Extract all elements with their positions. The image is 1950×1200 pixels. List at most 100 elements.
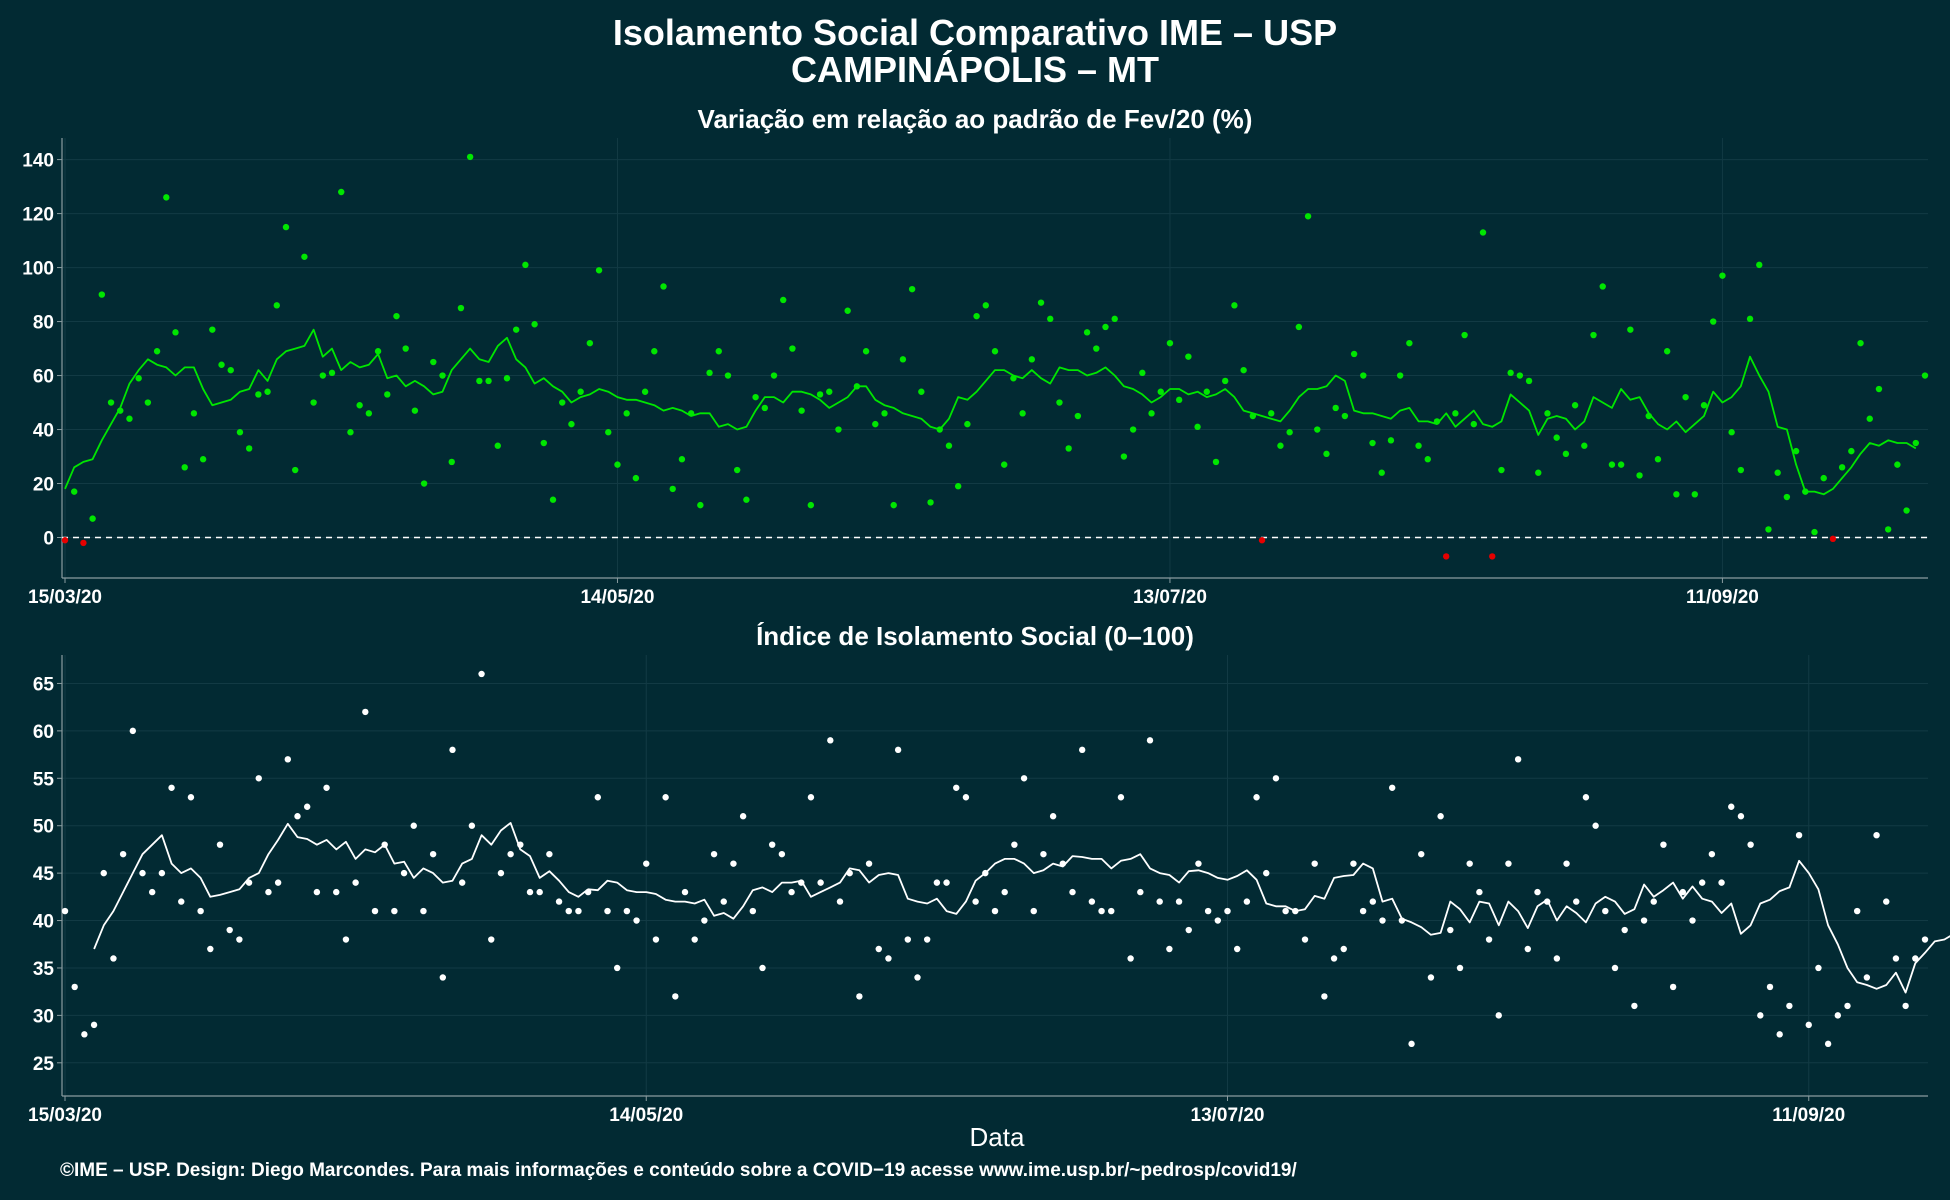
- data-point: [743, 496, 750, 503]
- data-point: [565, 907, 572, 915]
- data-point: [384, 391, 391, 398]
- data-point: [98, 291, 106, 298]
- data-point: [402, 345, 409, 352]
- data-point: [526, 888, 534, 896]
- data-point: [507, 850, 514, 858]
- data-point: [1757, 1012, 1764, 1019]
- moving-average-line: [93, 822, 1950, 994]
- data-point: [1378, 469, 1385, 476]
- data-point: [807, 501, 815, 509]
- data-point: [1602, 907, 1609, 915]
- data-point: [555, 898, 563, 905]
- data-point: [1673, 491, 1680, 498]
- data-point: [1127, 955, 1134, 962]
- data-point: [90, 1021, 98, 1029]
- data-point: [595, 267, 603, 274]
- data-point: [1040, 850, 1047, 858]
- data-point: [1679, 888, 1687, 896]
- data-point: [1295, 323, 1303, 331]
- data-point: [1146, 737, 1154, 744]
- data-point: [1221, 377, 1229, 385]
- data-point: [100, 869, 107, 877]
- data-point: [226, 926, 233, 934]
- data-point: [1387, 437, 1395, 444]
- x-tick-label: 14/05/20: [580, 587, 654, 608]
- data-point: [1286, 429, 1293, 436]
- data-point: [923, 936, 931, 943]
- data-point: [846, 869, 853, 877]
- data-point: [1489, 553, 1496, 560]
- data-point: [1611, 964, 1619, 972]
- data-point: [1544, 410, 1551, 417]
- data-point: [584, 888, 592, 896]
- data-point: [856, 993, 863, 1000]
- data-point: [126, 415, 133, 422]
- data-point: [991, 907, 999, 915]
- data-point: [107, 399, 115, 406]
- data-point: [178, 898, 185, 905]
- data-point: [303, 803, 311, 810]
- data-point: [328, 369, 336, 377]
- data-point: [148, 888, 156, 896]
- data-point: [1786, 1002, 1793, 1010]
- data-point: [1388, 784, 1396, 791]
- data-point: [1608, 461, 1616, 468]
- data-point: [1829, 535, 1837, 543]
- data-point: [706, 369, 713, 377]
- data-point: [1660, 841, 1667, 848]
- data-point: [218, 361, 225, 368]
- data-point: [730, 860, 737, 867]
- data-point: [61, 537, 69, 544]
- data-point: [494, 442, 501, 449]
- data-point: [168, 784, 175, 791]
- data-point: [780, 296, 787, 304]
- data-point: [1332, 404, 1339, 412]
- y-tick-label: 50: [33, 817, 54, 838]
- data-point: [1853, 907, 1861, 915]
- data-point: [323, 784, 330, 791]
- data-point: [1214, 917, 1222, 924]
- y-tick-label: 0: [43, 529, 54, 550]
- data-point: [927, 499, 934, 506]
- data-point: [872, 420, 879, 428]
- data-point: [352, 879, 359, 886]
- data-point: [71, 488, 78, 495]
- data-point: [936, 426, 943, 433]
- data-point: [245, 445, 253, 452]
- y-tick-label: 30: [33, 1006, 54, 1027]
- data-point: [540, 439, 548, 447]
- data-point: [1525, 377, 1533, 385]
- data-point: [1682, 393, 1689, 401]
- data-point: [1231, 302, 1238, 309]
- data-point: [1359, 907, 1367, 915]
- data-point: [1314, 426, 1321, 433]
- data-point: [411, 407, 419, 414]
- data-point: [1437, 813, 1444, 820]
- data-point: [163, 194, 170, 201]
- data-point: [1341, 412, 1349, 420]
- data-point: [81, 1031, 88, 1038]
- panel-top-title: Variação em relação ao padrão de Fev/20 …: [698, 104, 1253, 134]
- data-point: [1240, 366, 1247, 374]
- data-point: [1719, 272, 1726, 279]
- data-point: [817, 879, 824, 886]
- data-point: [724, 372, 732, 379]
- data-point: [1277, 442, 1284, 449]
- y-tick-label: 140: [22, 151, 54, 172]
- data-point: [972, 898, 979, 905]
- data-point: [517, 841, 524, 848]
- data-point: [1083, 329, 1091, 336]
- data-point: [1098, 907, 1105, 915]
- data-point: [614, 461, 621, 468]
- data-point: [789, 345, 796, 352]
- data-point: [1516, 372, 1524, 379]
- data-point: [1631, 1002, 1638, 1010]
- data-point: [503, 375, 511, 382]
- data-point: [466, 153, 474, 161]
- data-point: [1028, 356, 1036, 363]
- data-point: [1224, 907, 1231, 915]
- data-point: [1718, 879, 1725, 886]
- data-point: [1663, 348, 1671, 355]
